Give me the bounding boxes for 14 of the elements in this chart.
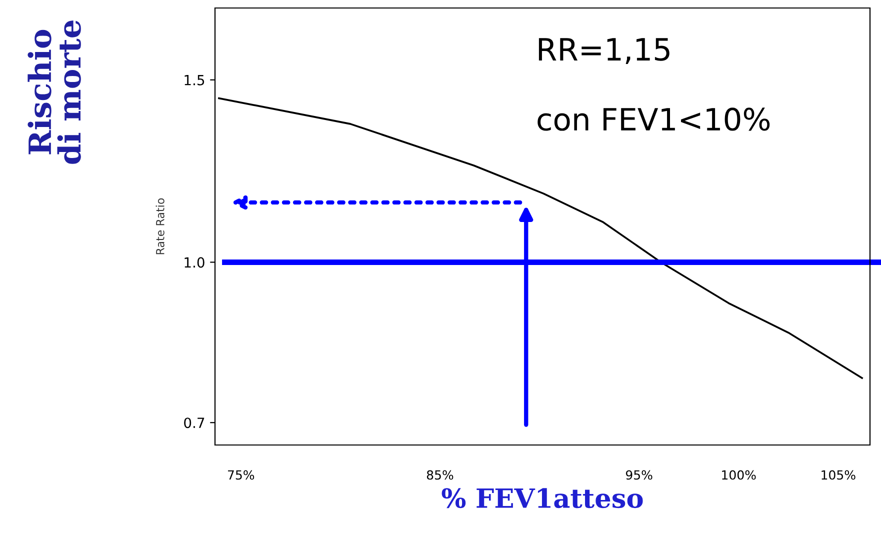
- y-tick-label: 1.5: [184, 75, 204, 86]
- x-tick-label: 100%: [722, 470, 756, 480]
- x-tick-label: 75%: [228, 470, 254, 480]
- y-tick-label: 0.7: [184, 418, 204, 428]
- line-series: [218, 97, 863, 379]
- x-tick-label: 105%: [822, 470, 856, 480]
- y-tick-label: 1.0: [184, 257, 204, 268]
- text: Rischio di morte: [28, 20, 81, 164]
- annotation: con FEV1<10%: [538, 108, 770, 131]
- x-tick-label: 95%: [626, 470, 652, 480]
- x-tick-label: 85%: [426, 470, 454, 480]
- x-axis-title: % FEV1atteso: [442, 488, 643, 508]
- y-axis-title: Rate Ratio: [156, 198, 164, 254]
- annotation: RR=1,15: [538, 38, 670, 64]
